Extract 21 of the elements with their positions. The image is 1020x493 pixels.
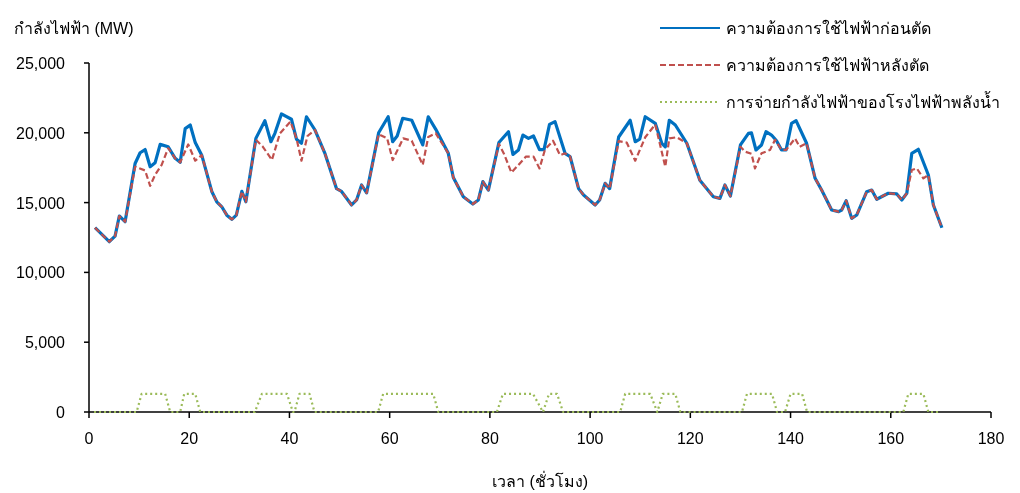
x-tick-label: 60 (380, 430, 399, 447)
y-tick-label: 15,000 (16, 194, 66, 212)
legend-label: ความต้องการใช้ไฟฟ้าหลังตัด (726, 56, 929, 74)
x-tick-label: 180 (977, 430, 1005, 447)
legend-label: การจ่ายกำลังไฟฟ้าของโรงไฟฟ้าพลังน้ำ (726, 91, 1000, 111)
y-axis-title: กำลังไฟฟ้า (MW) (14, 19, 134, 37)
y-tick-label: 5,000 (24, 334, 66, 352)
x-tick-label: 100 (576, 430, 604, 447)
y-tick-label: 10,000 (16, 264, 66, 282)
x-axis-title: เวลา (ชั่วโมง) (491, 470, 589, 490)
x-tick-label: 160 (877, 430, 905, 447)
x-tick-label: 120 (676, 430, 704, 447)
x-tick-label: 80 (480, 430, 499, 447)
x-tick-label: 20 (180, 430, 199, 447)
x-tick-label: 140 (777, 430, 804, 447)
y-tick-label: 0 (56, 404, 66, 421)
y-tick-label: 25,000 (16, 55, 66, 72)
x-tick-label: 0 (84, 430, 94, 447)
x-tick-label: 40 (280, 430, 299, 447)
y-tick-label: 20,000 (16, 124, 66, 142)
legend-label: ความต้องการใช้ไฟฟ้าก่อนตัด (726, 19, 931, 37)
